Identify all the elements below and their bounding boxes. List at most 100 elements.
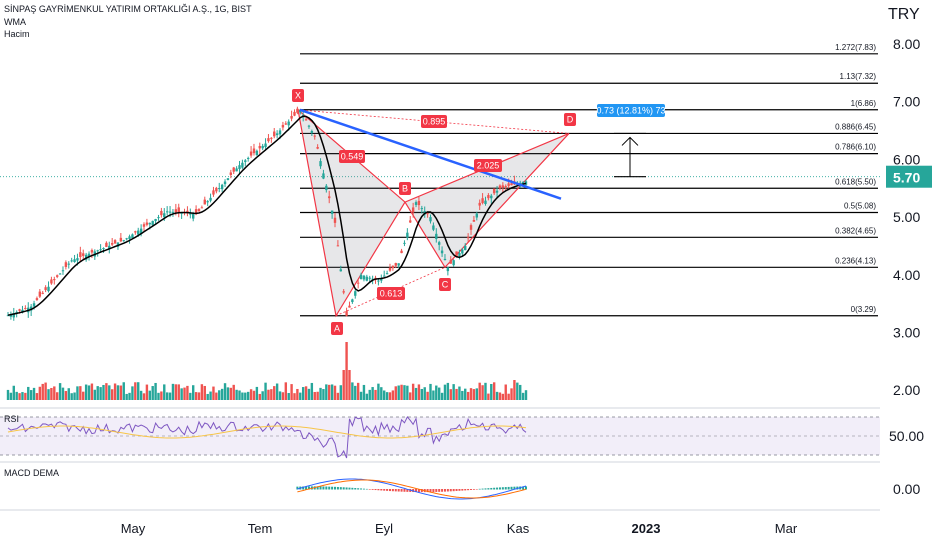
rsi-legend: RSI	[4, 414, 20, 424]
candle-body	[440, 250, 444, 254]
volume-bar	[466, 391, 470, 400]
candle-body	[235, 168, 238, 172]
volume-bar	[18, 393, 21, 400]
volume-bar	[328, 384, 331, 400]
volume-bar	[336, 392, 340, 400]
candle-body	[490, 195, 493, 199]
volume-bar	[472, 389, 476, 400]
candle-body	[189, 213, 192, 215]
volume-bar	[319, 387, 322, 400]
macd-histogram-bar	[475, 489, 478, 490]
volume-bar	[325, 384, 328, 400]
volume-bar	[180, 388, 183, 400]
candle-body	[458, 253, 461, 256]
candle-body	[417, 200, 421, 206]
candle-body	[342, 291, 345, 293]
macd-histogram-bar	[446, 489, 449, 492]
macd-histogram-bar	[336, 486, 339, 490]
volume-bar	[171, 383, 175, 400]
macd-histogram-bar	[415, 489, 418, 493]
candle-body	[267, 138, 270, 142]
volume-bar	[417, 384, 421, 400]
volume-bar	[510, 388, 513, 400]
candle-body	[426, 213, 429, 215]
price-tick-label: 4.00	[893, 267, 920, 283]
candle-body	[44, 287, 47, 291]
time-tick-label: Mar	[775, 521, 798, 536]
candle-body	[163, 213, 166, 218]
volume-bar	[194, 392, 198, 400]
volume-bar	[128, 392, 131, 400]
volume-bar	[293, 393, 296, 400]
volume-bar	[64, 391, 68, 400]
candle-body	[307, 125, 311, 127]
candle-body	[105, 242, 108, 247]
macd-tick-label: 0.00	[893, 481, 920, 497]
point-c-label-bg	[439, 278, 451, 291]
volume-bar	[79, 386, 82, 400]
volume-bar	[397, 385, 400, 400]
macd-line	[297, 478, 527, 500]
candle-body	[64, 262, 68, 267]
volume-bar	[134, 382, 137, 400]
candle-body	[122, 240, 125, 242]
volume-bar	[307, 388, 311, 400]
volume-bar	[458, 386, 461, 400]
macd-histogram-bar	[322, 486, 325, 490]
volume-bar	[469, 388, 473, 400]
volume-bar	[313, 391, 316, 400]
candle-body	[99, 249, 102, 251]
volume-bar	[110, 389, 114, 400]
volume-bar	[409, 392, 412, 400]
current-price-label: 5.70	[893, 170, 920, 186]
candlestick-series	[6, 106, 528, 321]
macd-histogram-bar	[417, 489, 420, 493]
candle-body	[67, 263, 70, 265]
volume-bar	[322, 389, 325, 400]
volume-bar	[163, 384, 166, 400]
candle-body	[139, 228, 143, 234]
candle-body	[296, 108, 299, 113]
macd-histogram-bar	[455, 489, 458, 491]
macd-histogram-bar	[307, 486, 310, 490]
macd-histogram-bar	[478, 488, 481, 490]
macd-histogram-bar	[490, 487, 493, 490]
volume-bar	[139, 390, 143, 400]
volume-bar	[235, 389, 238, 400]
candle-body	[29, 306, 33, 311]
macd-histogram-bar	[296, 486, 299, 490]
candle-body	[18, 309, 21, 311]
macd-histogram-bar	[348, 487, 351, 490]
candle-body	[32, 303, 36, 307]
price-tick-label: 2.00	[893, 382, 920, 398]
macd-histogram-bar	[354, 488, 357, 490]
macd-histogram-bar	[525, 486, 527, 490]
candle-body	[192, 213, 195, 219]
macd-histogram-bar	[441, 489, 444, 492]
volume-bars	[6, 342, 528, 400]
candle-body	[316, 147, 319, 149]
candle-body	[212, 190, 215, 195]
volume-bar	[241, 392, 244, 400]
candle-body	[35, 298, 39, 300]
candle-body	[76, 258, 79, 261]
macd-histogram-bar	[380, 489, 383, 491]
volume-bar	[15, 391, 18, 400]
candle-body	[278, 130, 282, 135]
volume-bar	[342, 370, 345, 400]
candle-body	[244, 160, 247, 162]
candle-body	[226, 178, 230, 181]
volume-bar	[67, 388, 70, 400]
fib-level-label: 0.236(4.13)	[835, 256, 876, 265]
volume-bar	[380, 387, 383, 400]
point-a-label-bg	[331, 322, 343, 335]
volume-bar	[461, 390, 464, 400]
volume-bar	[183, 387, 186, 400]
volume-bar	[356, 382, 360, 400]
candle-body	[206, 201, 209, 203]
candle-body	[249, 151, 253, 156]
trend-line[interactable]	[299, 108, 562, 200]
candle-body	[313, 135, 316, 137]
volume-bar	[437, 387, 441, 400]
